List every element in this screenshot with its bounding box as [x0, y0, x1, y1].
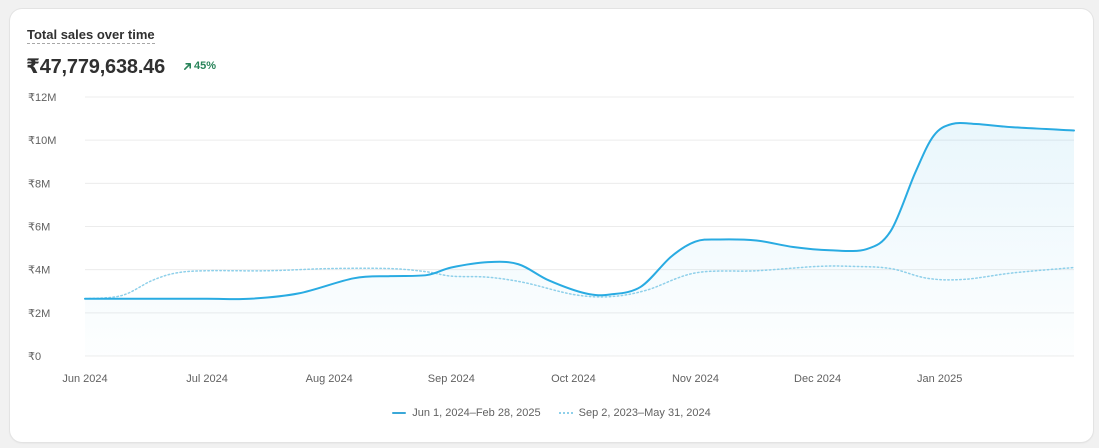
- chart-title[interactable]: Total sales over time: [27, 27, 155, 44]
- dotted-line-swatch-icon: [558, 412, 573, 414]
- sales-card: Total sales over time ₹47,779,638.46 45%…: [10, 9, 1093, 442]
- current-period-line: [84, 121, 1075, 301]
- x-tick-label: Sep 2024: [428, 373, 475, 385]
- change-badge: 45%: [183, 60, 216, 72]
- total-sales-value: ₹47,779,638.46: [26, 56, 166, 78]
- y-tick-label: ₹8M: [28, 178, 50, 190]
- current-period-area: [85, 122, 1074, 357]
- legend-item-current[interactable]: Jun 1, 2024–Feb 28, 2025: [392, 407, 541, 419]
- x-tick-label: Jul 2024: [186, 373, 228, 385]
- y-tick-label: ₹2M: [28, 308, 50, 320]
- y-tick-label: ₹12M: [28, 92, 56, 104]
- legend-label-current: Jun 1, 2024–Feb 28, 2025: [412, 407, 541, 419]
- x-tick-label: Aug 2024: [306, 373, 353, 385]
- change-percent: 45%: [194, 60, 217, 72]
- sales-line-chart: ₹0 ₹2M ₹4M ₹6M ₹8M ₹10M ₹12M Jun 2024 Jul 2024 A…: [28, 92, 1075, 385]
- y-tick-label: ₹0: [28, 351, 41, 363]
- arrow-up-right-icon: [183, 62, 192, 70]
- legend-label-previous: Sep 2, 2023–May 31, 2024: [578, 407, 711, 419]
- x-tick-label: Nov 2024: [672, 373, 719, 385]
- solid-line-swatch-icon: [392, 412, 407, 414]
- legend-item-previous[interactable]: Sep 2, 2023–May 31, 2024: [558, 407, 711, 419]
- x-tick-label: Jan 2025: [917, 373, 962, 385]
- x-tick-label: Dec 2024: [794, 373, 841, 385]
- x-tick-label: Oct 2024: [551, 373, 596, 385]
- chart-legend: Jun 1, 2024–Feb 28, 2025 Sep 2, 2023–May…: [10, 407, 1093, 419]
- previous-period-line: [84, 265, 1075, 300]
- y-tick-label: ₹6M: [28, 222, 50, 234]
- x-tick-label: Jun 2024: [62, 373, 107, 385]
- y-tick-label: ₹10M: [28, 135, 56, 147]
- y-tick-label: ₹4M: [28, 265, 50, 277]
